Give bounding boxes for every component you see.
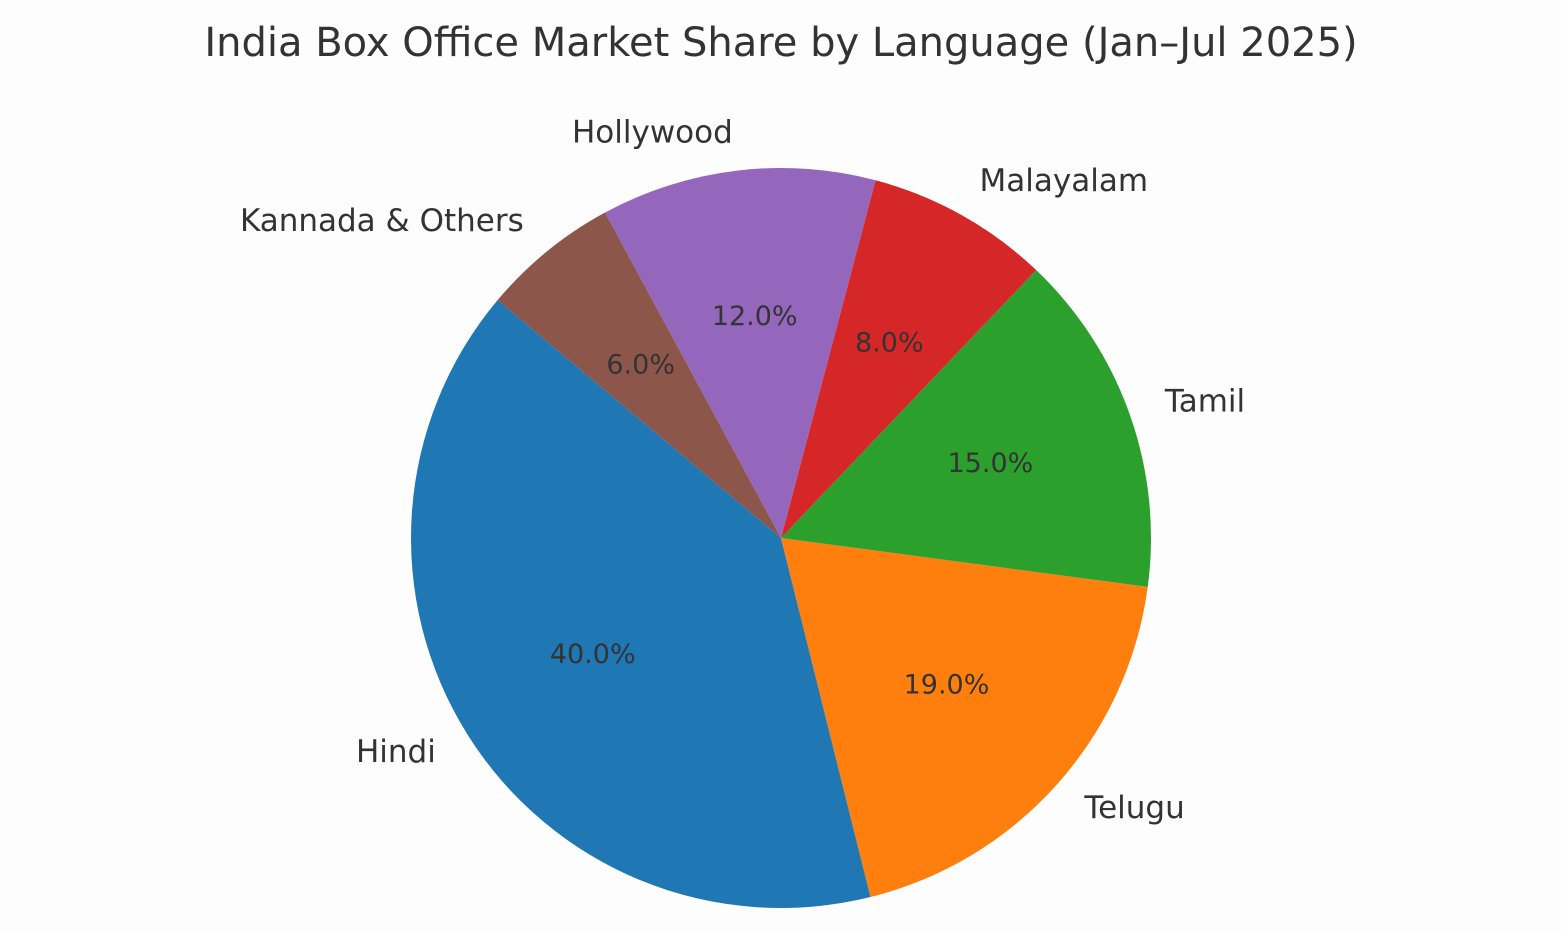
percent-label: 19.0% — [904, 669, 990, 700]
slice-label: Kannada & Others — [240, 203, 524, 239]
slice-label: Telugu — [1083, 790, 1184, 826]
pie-slice — [781, 270, 1151, 587]
percent-label: 8.0% — [855, 328, 924, 359]
pie-slice — [605, 168, 876, 539]
slice-label: Malayalam — [980, 163, 1149, 199]
percent-label: 15.0% — [948, 448, 1034, 479]
chart-title: India Box Office Market Share by Languag… — [204, 20, 1357, 66]
percent-label: 12.0% — [712, 301, 798, 332]
slice-label: Tamil — [1164, 383, 1245, 419]
slice-label: Hollywood — [572, 114, 733, 150]
percent-label: 6.0% — [606, 349, 675, 380]
slice-label: Hindi — [356, 734, 436, 770]
pie-slice — [781, 538, 1148, 898]
pie-slice — [411, 300, 871, 908]
pie-slice — [497, 212, 781, 538]
percent-label: 40.0% — [550, 639, 636, 670]
pie-slice — [781, 180, 1037, 539]
